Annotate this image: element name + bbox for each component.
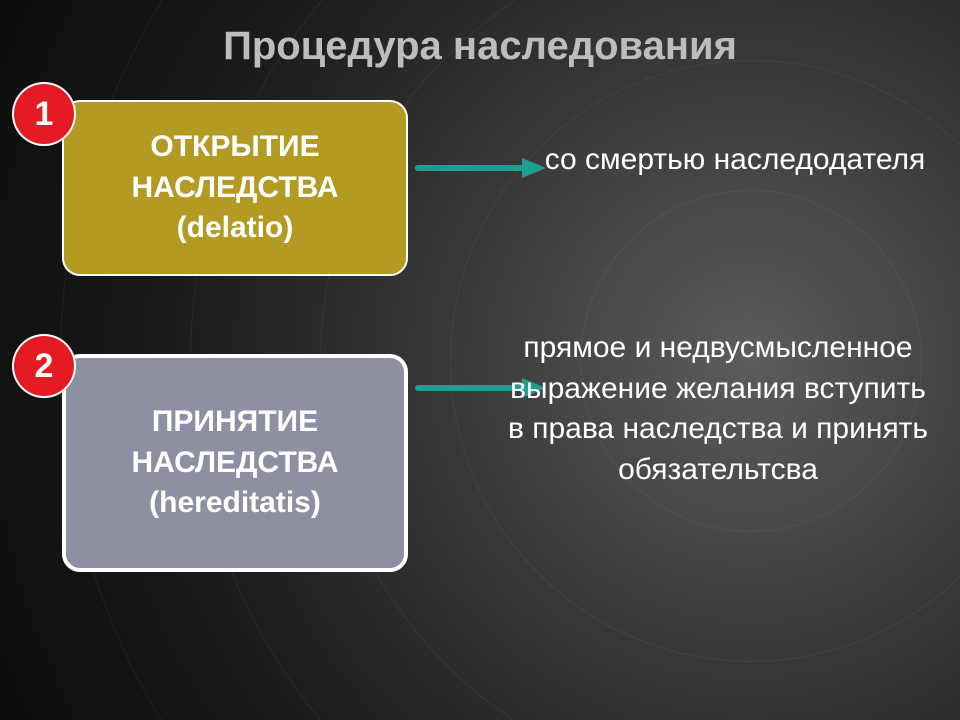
step-1-badge: 1 (12, 82, 76, 146)
page-title: Процедура наследования (0, 24, 960, 69)
step-2-badge: 2 (12, 334, 76, 398)
step-2-desc: прямое и недвусмысленное выражение желан… (498, 328, 938, 490)
step-2-box-text: ПРИНЯТИЕ НАСЛЕДСТВА (hereditatis) (84, 402, 386, 524)
step-1-box: ОТКРЫТИЕ НАСЛЕДСТВА (delatio) (62, 100, 408, 276)
step-2-number: 2 (35, 347, 54, 386)
step-1-desc: со смертью наследодателя (540, 140, 930, 181)
step-2-box: ПРИНЯТИЕ НАСЛЕДСТВА (hereditatis) (62, 354, 408, 572)
step-1-box-text: ОТКРЫТИЕ НАСЛЕДСТВА (delatio) (82, 127, 388, 249)
slide: Процедура наследования ОТКРЫТИЕ НАСЛЕДСТ… (0, 0, 960, 720)
step-1-number: 1 (35, 95, 54, 134)
arrow-icon (414, 148, 554, 188)
